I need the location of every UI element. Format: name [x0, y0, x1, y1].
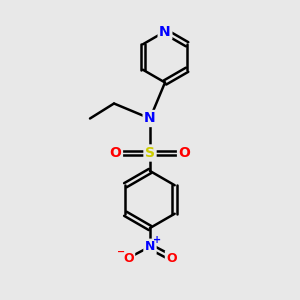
Text: O: O	[178, 146, 190, 160]
Text: S: S	[145, 146, 155, 160]
Text: N: N	[159, 25, 171, 38]
Text: O: O	[166, 251, 177, 265]
Text: O: O	[110, 146, 122, 160]
Text: −: −	[117, 246, 125, 256]
Text: O: O	[123, 251, 134, 265]
Text: N: N	[145, 240, 155, 253]
Text: +: +	[152, 235, 161, 245]
Text: N: N	[144, 112, 156, 125]
